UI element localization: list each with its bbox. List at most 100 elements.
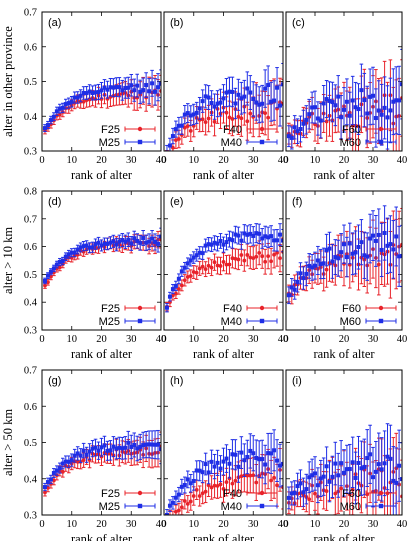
x-tick-label: 30 — [248, 155, 259, 166]
data-point — [194, 468, 199, 473]
data-point — [385, 115, 390, 120]
data-point — [365, 254, 370, 259]
data-point — [313, 471, 317, 476]
data-point — [43, 283, 47, 288]
data-point — [318, 262, 323, 267]
data-point — [197, 468, 202, 473]
data-point — [108, 85, 113, 90]
legend-label: M60 — [340, 316, 361, 328]
data-point — [266, 235, 271, 240]
data-point — [295, 279, 300, 284]
y-tick-label: 0.7 — [24, 214, 37, 225]
data-point — [191, 112, 196, 117]
data-point — [344, 99, 349, 104]
data-point — [167, 143, 172, 148]
data-point — [191, 255, 196, 260]
data-point — [72, 95, 77, 100]
data-point — [212, 483, 217, 488]
panel-tag: (f) — [292, 196, 302, 208]
data-point — [371, 233, 375, 238]
data-point — [281, 82, 283, 87]
data-point — [350, 251, 355, 256]
data-point — [257, 250, 262, 255]
data-point — [206, 95, 211, 100]
data-point — [347, 241, 352, 246]
data-point — [194, 487, 199, 492]
data-point — [209, 100, 214, 105]
data-point — [185, 124, 190, 129]
data-point — [218, 100, 223, 105]
series-M40 — [164, 429, 283, 515]
data-point — [66, 252, 71, 257]
data-point — [57, 259, 62, 264]
data-point — [236, 233, 241, 238]
series-M25 — [42, 429, 161, 492]
legend-marker — [137, 305, 143, 311]
data-point — [318, 118, 323, 123]
data-point — [206, 263, 211, 268]
x-tick-label: 0 — [39, 334, 44, 345]
legend-label: M60 — [340, 137, 361, 149]
y-tick-label: 0.4 — [24, 112, 38, 123]
y-tick-label: 0.6 — [24, 402, 37, 413]
data-point — [379, 112, 384, 117]
data-point — [242, 94, 247, 99]
plot-area — [42, 227, 161, 289]
data-point — [90, 446, 95, 451]
data-point — [362, 253, 367, 258]
data-point — [310, 473, 315, 478]
data-point — [78, 93, 83, 98]
data-point — [135, 83, 140, 88]
legend-marker — [137, 139, 143, 145]
data-point — [324, 97, 329, 102]
data-point — [105, 448, 110, 453]
data-point — [263, 234, 268, 239]
data-point — [81, 90, 86, 95]
data-point — [292, 490, 297, 495]
data-point — [203, 267, 208, 272]
data-point — [269, 451, 274, 456]
data-point — [321, 101, 326, 106]
data-point — [209, 459, 214, 464]
data-point — [60, 258, 65, 263]
data-point — [236, 92, 241, 97]
data-point — [304, 117, 309, 122]
data-point — [269, 259, 273, 264]
y-tick-label: 0.3 — [24, 147, 37, 158]
data-point — [150, 442, 155, 447]
data-point — [286, 495, 291, 500]
data-point — [52, 478, 56, 483]
data-point — [182, 278, 187, 283]
y-tick-label: 0.7 — [24, 366, 37, 377]
data-point — [132, 442, 137, 447]
data-point — [75, 95, 80, 100]
data-point — [46, 485, 50, 490]
panel-tag: (a) — [48, 17, 61, 29]
data-point — [174, 509, 178, 514]
legend-label: M40 — [221, 501, 242, 513]
data-point — [307, 263, 312, 268]
x-tick-label: 30 — [248, 334, 259, 345]
data-point — [362, 98, 367, 103]
data-point — [394, 98, 399, 103]
y-tick-label: 0.7 — [24, 8, 37, 19]
data-point — [90, 245, 95, 250]
data-point — [203, 120, 208, 125]
data-point — [227, 89, 232, 94]
data-point — [324, 267, 329, 272]
x-tick-label: 20 — [218, 519, 229, 530]
data-point — [313, 105, 317, 110]
x-tick-label: 10 — [310, 519, 321, 530]
data-point — [84, 243, 89, 248]
data-point — [221, 486, 226, 491]
x-axis-label: rank of alter — [71, 168, 133, 182]
data-point — [266, 254, 271, 259]
data-point — [120, 238, 125, 243]
x-tick-label: 0 — [283, 334, 288, 345]
legend-label: F25 — [101, 303, 120, 315]
data-point — [99, 88, 104, 93]
data-point — [324, 119, 329, 124]
data-point — [242, 231, 247, 236]
panel-frame — [285, 11, 403, 152]
